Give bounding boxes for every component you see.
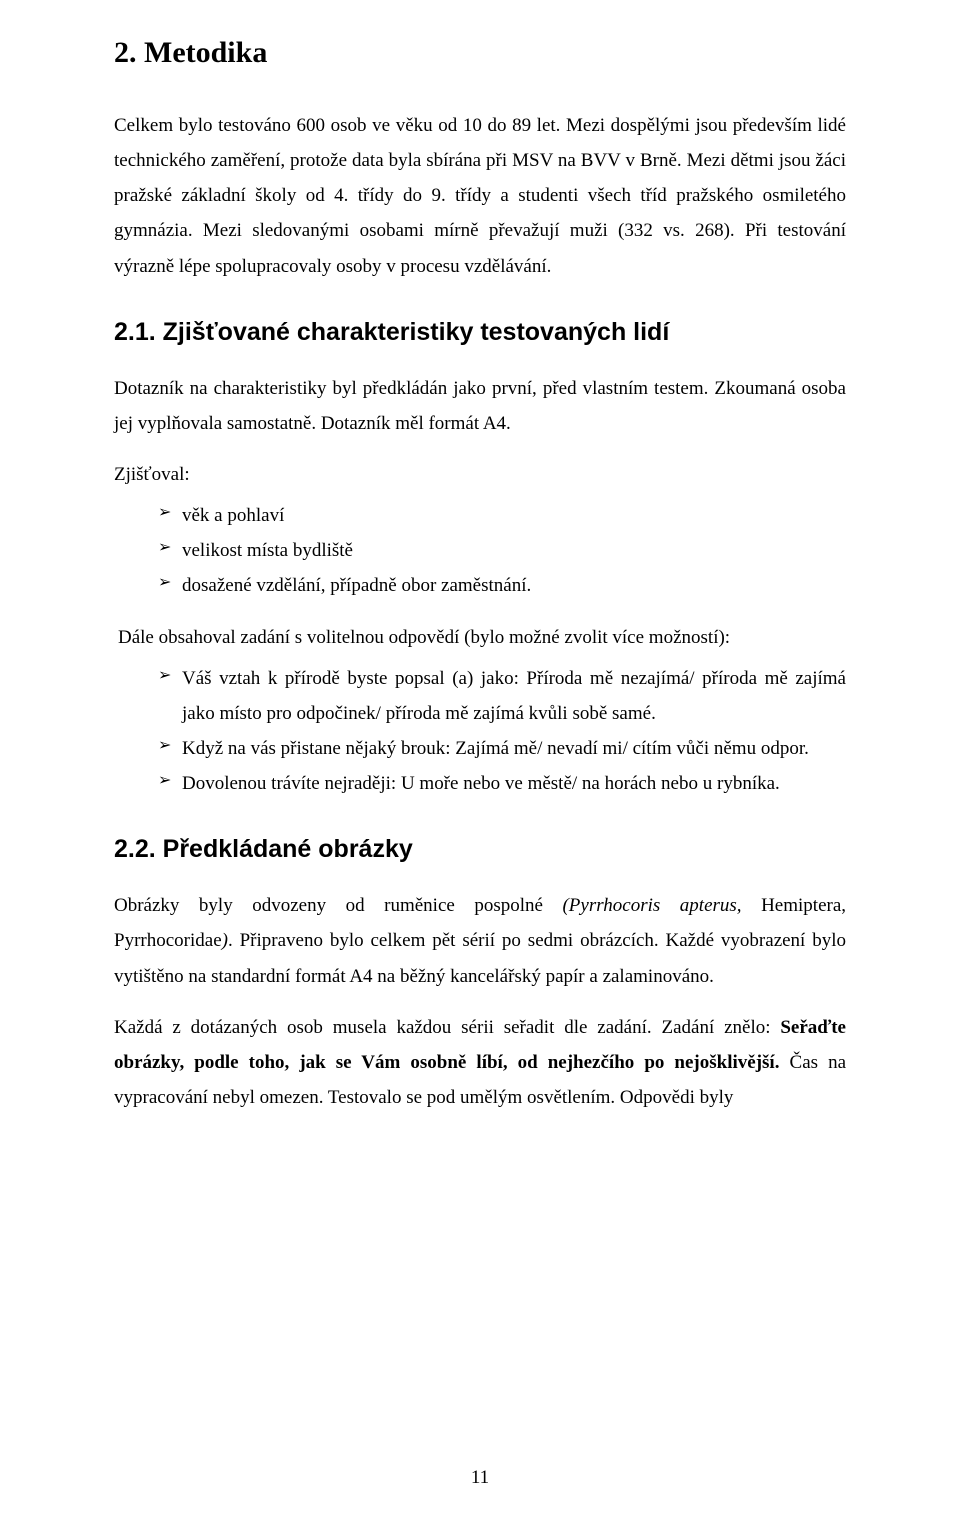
list-item: věk a pohlaví (158, 498, 846, 533)
paragraph-22-2: Každá z dotázaných osob musela každou sé… (114, 1010, 846, 1115)
text-italic: (Pyrrhocoris apterus, (562, 895, 761, 916)
paragraph-21-1: Dotazník na charakteristiky byl předklád… (114, 371, 846, 441)
paragraph-intro: Celkem bylo testováno 600 osob ve věku o… (114, 108, 846, 284)
page: 2. Metodika Celkem bylo testováno 600 os… (0, 0, 960, 1513)
list-21-a: věk a pohlaví velikost místa bydliště do… (114, 498, 846, 603)
page-number: 11 (0, 1467, 960, 1489)
heading-2-2: 2.2. Předkládané obrázky (114, 835, 846, 864)
list-item: Dovolenou trávíte nejraději: U moře nebo… (158, 766, 846, 801)
heading-main: 2. Metodika (114, 36, 846, 70)
paragraph-22-1: Obrázky byly odvozeny od ruměnice pospol… (114, 888, 846, 993)
list-item: velikost místa bydliště (158, 533, 846, 568)
paragraph-21-2: Dále obsahoval zadání s volitelnou odpov… (114, 620, 846, 655)
text-run: Každá z dotázaných osob musela každou sé… (114, 1017, 780, 1038)
text-run: Obrázky byly odvozeny od ruměnice pospol… (114, 895, 562, 916)
list-item: Váš vztah k přírodě byste popsal (a) jak… (158, 661, 846, 731)
list-21-b: Váš vztah k přírodě byste popsal (a) jak… (114, 661, 846, 802)
heading-2-1: 2.1. Zjišťované charakteristiky testovan… (114, 318, 846, 347)
list-item: dosažené vzdělání, případně obor zaměstn… (158, 568, 846, 603)
list-item: Když na vás přistane nějaký brouk: Zajím… (158, 731, 846, 766)
label-zjistoval: Zjišťoval: (114, 457, 846, 492)
